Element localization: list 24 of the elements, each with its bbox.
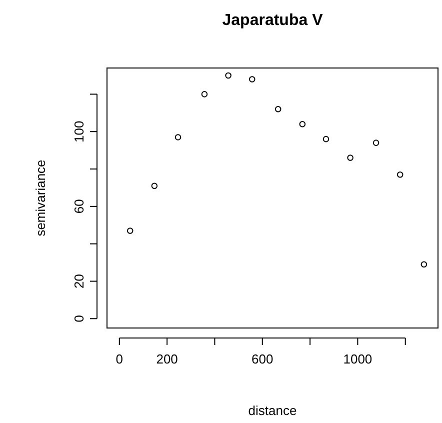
point (174, 134, 182, 140)
y-tick-label: 0 (72, 315, 87, 322)
point (126, 228, 134, 234)
y-tick-label: 60 (72, 199, 87, 214)
x-tick-label: 600 (252, 352, 274, 367)
point (201, 91, 208, 98)
point (347, 154, 354, 161)
y-tick-label: 100 (72, 120, 87, 142)
point (322, 136, 330, 142)
chart-title: Japaratuba V (222, 12, 324, 29)
x-axis-title: distance (248, 403, 297, 418)
y-axis-title: semivariance (33, 160, 48, 236)
point (372, 140, 380, 146)
x-tick-label: 1000 (343, 352, 372, 367)
x-tick-label: 200 (156, 352, 178, 367)
point (274, 106, 282, 112)
point (248, 76, 256, 82)
point (420, 261, 428, 268)
x-tick-label: 0 (116, 352, 124, 367)
point (151, 182, 158, 189)
point (396, 171, 404, 178)
point (299, 120, 306, 128)
point (225, 72, 232, 79)
y-tick-label: 20 (72, 274, 87, 288)
